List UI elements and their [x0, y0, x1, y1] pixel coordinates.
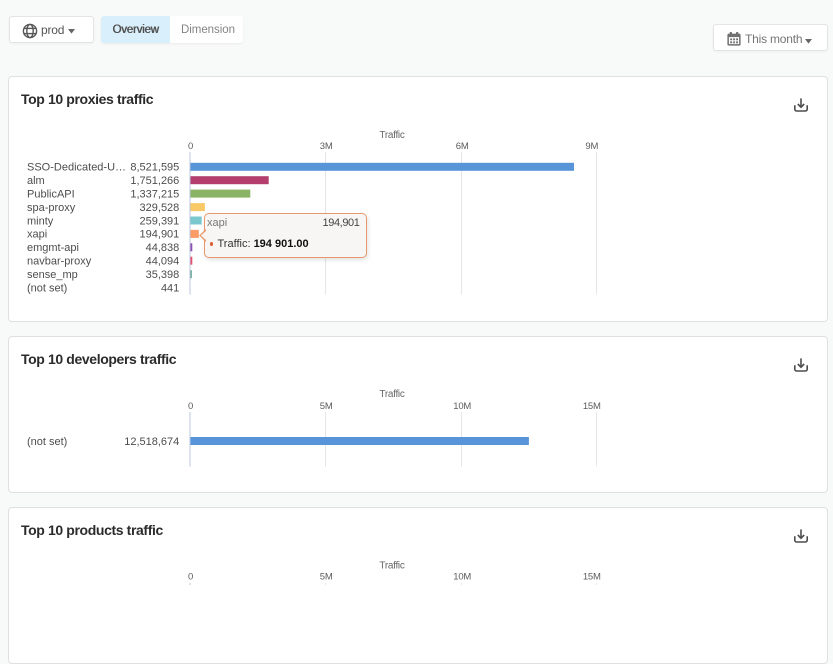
svg-text:0: 0: [188, 401, 193, 412]
svg-text:12,518,674: 12,518,674: [124, 436, 179, 448]
svg-text:10M: 10M: [453, 401, 471, 412]
svg-text:5M: 5M: [320, 401, 333, 412]
svg-text:44,838: 44,838: [146, 242, 180, 254]
svg-text:3M: 3M: [320, 141, 333, 152]
svg-text:15M: 15M: [583, 572, 601, 583]
svg-text:44,094: 44,094: [146, 256, 180, 268]
svg-text:alm: alm: [27, 175, 45, 187]
svg-text:329,528: 329,528: [140, 202, 180, 214]
svg-text:Traffic: Traffic: [379, 561, 404, 572]
svg-text:0: 0: [188, 141, 193, 152]
svg-text:10M: 10M: [453, 572, 471, 583]
svg-text:SSO-Dedicated-U…: SSO-Dedicated-U…: [27, 162, 126, 174]
svg-text:9M: 9M: [585, 141, 598, 152]
svg-text:sense_mp: sense_mp: [27, 269, 78, 281]
svg-text:259,391: 259,391: [140, 215, 180, 227]
svg-text:6M: 6M: [456, 141, 469, 152]
svg-text:1,751,266: 1,751,266: [130, 175, 179, 187]
svg-text:Traffic: Traffic: [379, 389, 404, 400]
svg-text:Traffic: Traffic: [379, 130, 404, 141]
svg-text:(not set): (not set): [27, 436, 67, 448]
svg-text:spa-proxy: spa-proxy: [27, 202, 76, 214]
svg-text:xapi: xapi: [27, 229, 47, 241]
svg-text:PublicAPI: PublicAPI: [27, 188, 75, 200]
svg-text:1,337,215: 1,337,215: [130, 188, 179, 200]
svg-text:emgmt-api: emgmt-api: [27, 242, 79, 254]
svg-text:(not set): (not set): [27, 282, 67, 294]
svg-text:0: 0: [188, 572, 193, 583]
svg-text:194,901: 194,901: [140, 229, 180, 241]
svg-text:8,521,595: 8,521,595: [130, 162, 179, 174]
svg-text:35,398: 35,398: [146, 269, 180, 281]
svg-text:441: 441: [161, 282, 179, 294]
svg-text:minty: minty: [27, 215, 54, 227]
svg-text:15M: 15M: [583, 401, 601, 412]
svg-text:navbar-proxy: navbar-proxy: [27, 256, 92, 268]
svg-text:5M: 5M: [320, 572, 333, 583]
